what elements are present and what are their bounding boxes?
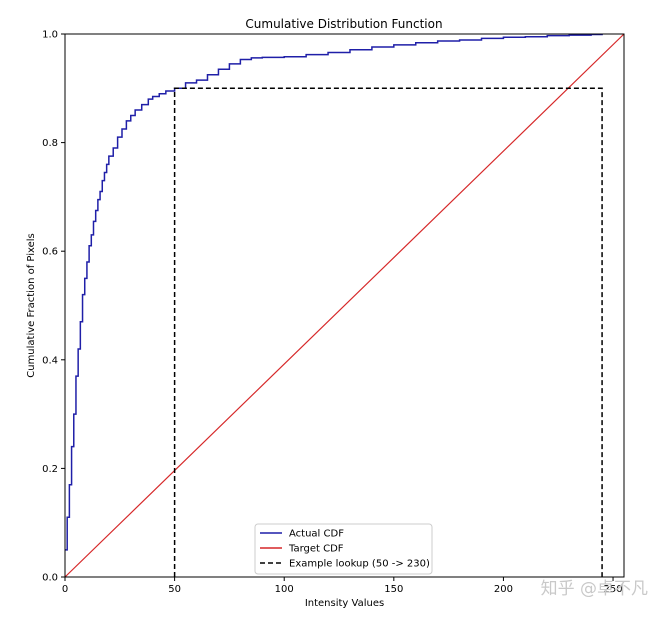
y-axis-label: Cumulative Fraction of Pixels — [26, 233, 37, 378]
series-line-2 — [64, 33, 625, 578]
legend: Actual CDF Target CDF Example lookup (50 -… — [254, 523, 433, 575]
x-tick-label: 0 — [62, 584, 68, 595]
series-line-3 — [173, 87, 603, 577]
legend-box — [254, 523, 433, 575]
x-tick-label: 150 — [384, 584, 403, 595]
y-tick-label: 0.4 — [42, 355, 58, 366]
y-tick-label: 0.0 — [42, 573, 58, 584]
x-tick-label: 100 — [275, 584, 294, 595]
y-tick-label: 0.2 — [42, 464, 58, 475]
plot-area — [64, 33, 625, 578]
x-axis-label: Intensity Values — [305, 598, 384, 609]
y-tick-label: 1.0 — [42, 30, 58, 41]
watermark-text: 知乎 @卓不凡 — [541, 579, 648, 599]
axis-ticks: 0 50 100 150 200 250 0.0 0.2 0.4 0.6 0.8 1.0 — [42, 30, 622, 596]
legend-label-3: Example lookup (50 -> 230) — [289, 559, 430, 570]
y-tick-label: 0.6 — [42, 247, 58, 258]
x-tick-label: 200 — [494, 584, 513, 595]
x-tick-label: 250 — [603, 584, 622, 595]
series-line-1 — [65, 33, 603, 551]
y-tick-label: 0.8 — [42, 138, 58, 149]
legend-label-2: Target CDF — [288, 544, 344, 555]
axes-frame — [64, 33, 625, 578]
x-tick-label: 50 — [168, 584, 181, 595]
legend-label-1: Actual CDF — [289, 529, 344, 540]
chart-title: Cumulative Distribution Function — [245, 17, 442, 31]
